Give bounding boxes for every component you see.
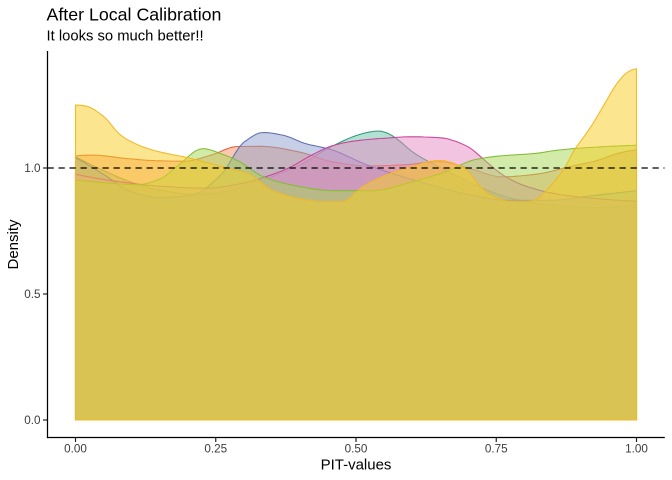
svg-text:0.25: 0.25: [204, 443, 227, 456]
svg-text:0.5: 0.5: [24, 288, 41, 301]
svg-text:1.00: 1.00: [625, 443, 648, 456]
svg-text:Density: Density: [5, 219, 22, 270]
svg-text:After Local Calibration: After Local Calibration: [47, 5, 222, 25]
svg-text:PIT-values: PIT-values: [321, 457, 392, 474]
svg-text:0.0: 0.0: [24, 414, 41, 427]
svg-text:1.0: 1.0: [24, 162, 41, 175]
svg-text:0.75: 0.75: [485, 443, 508, 456]
svg-text:It looks so much better!!: It looks so much better!!: [47, 29, 204, 45]
svg-text:0.50: 0.50: [345, 443, 368, 456]
svg-text:0.00: 0.00: [64, 443, 87, 456]
